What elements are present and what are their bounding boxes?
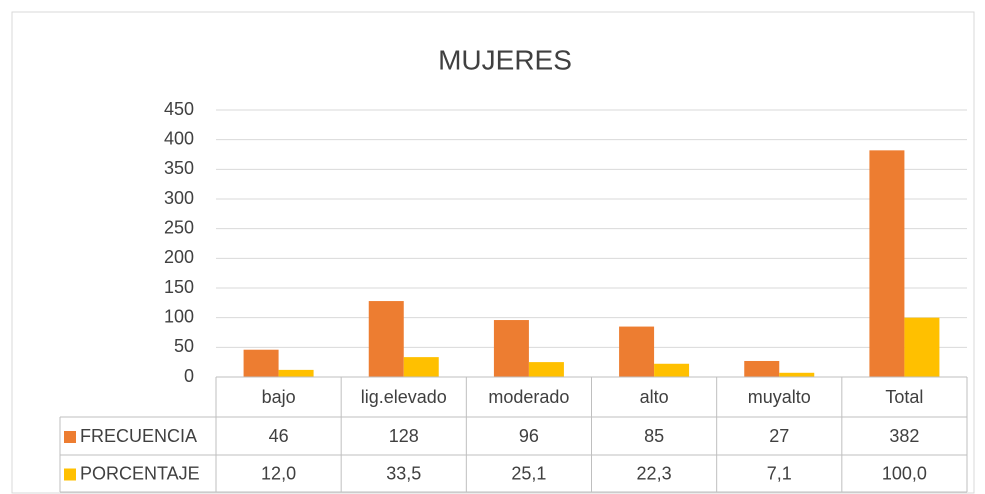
y-tick-label: 0 [184, 366, 194, 386]
y-tick-label: 450 [164, 99, 194, 119]
y-tick-label: 250 [164, 217, 194, 237]
bar [619, 326, 655, 377]
bar [243, 349, 279, 377]
y-tick-label: 100 [164, 306, 194, 326]
y-tick-label: 300 [164, 188, 194, 208]
table-value: 33,5 [386, 463, 421, 483]
y-tick-label: 400 [164, 128, 194, 148]
table-value: 85 [644, 426, 664, 446]
bar [403, 357, 439, 377]
table-value: 12,0 [261, 463, 296, 483]
y-tick-label: 350 [164, 158, 194, 178]
legend-key [64, 431, 76, 443]
y-tick-label: 200 [164, 247, 194, 267]
x-tick-label: Total [885, 387, 923, 407]
bar [744, 360, 780, 377]
bar [654, 363, 690, 377]
bar [278, 369, 314, 377]
legend-label: FRECUENCIA [80, 426, 197, 446]
table-value: 46 [269, 426, 289, 446]
legend-key [64, 468, 76, 481]
x-tick-label: alto [640, 387, 669, 407]
bar [493, 320, 529, 377]
table-value: 128 [389, 426, 419, 446]
x-tick-label: bajo [262, 387, 296, 407]
x-tick-label: lig.elevado [361, 387, 447, 407]
bar [528, 362, 564, 377]
legend-label: PORCENTAJE [80, 463, 200, 483]
table-value: 22,3 [637, 463, 672, 483]
table-value: 7,1 [767, 463, 792, 483]
bar [869, 150, 905, 377]
table-value: 382 [889, 426, 919, 446]
x-tick-label: moderado [488, 387, 569, 407]
table-value: 27 [769, 426, 789, 446]
chart-border [11, 11, 975, 494]
y-tick-label: 150 [164, 277, 194, 297]
bar [368, 301, 404, 377]
chart-title: MUJERES [438, 44, 572, 75]
bar [779, 372, 815, 377]
y-tick-label: 50 [174, 336, 194, 356]
table-value: 25,1 [511, 463, 546, 483]
x-tick-label: muyalto [748, 387, 811, 407]
bar [904, 317, 940, 377]
table-value: 100,0 [882, 463, 927, 483]
table-value: 96 [519, 426, 539, 446]
